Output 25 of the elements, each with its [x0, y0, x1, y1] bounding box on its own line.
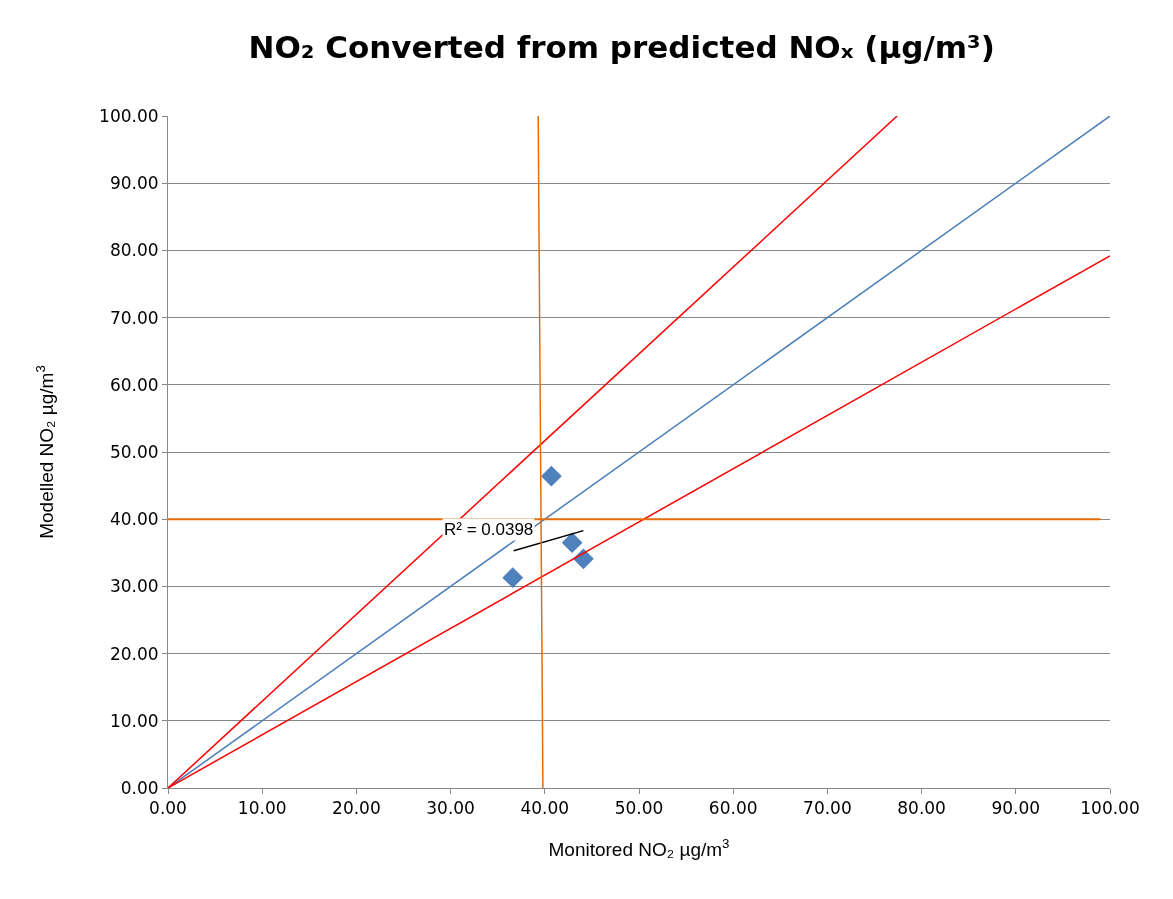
y-tick-label: 50.00 [109, 441, 159, 462]
x-tick-label: 10.00 [237, 798, 287, 819]
x-tick-label: 90.00 [991, 798, 1041, 819]
x-axis-title: Monitored NO₂ µg/m$^{3}$ [548, 836, 730, 861]
annotation: R² = 0.0398 [444, 520, 534, 539]
x-tick-label: 60.00 [708, 798, 758, 819]
y-tick-label: 30.00 [109, 576, 159, 597]
x-tick-label: 40.00 [520, 798, 570, 819]
y-tick-label: 0.00 [120, 777, 159, 798]
x-tick-label: 20.00 [332, 798, 381, 819]
y-tick-label: 10.00 [109, 710, 159, 731]
y-tick-label: 70.00 [109, 307, 159, 328]
x-tick-label: 50.00 [614, 798, 664, 819]
y-tick-label: 100.00 [99, 105, 159, 126]
x-tick-label: 70.00 [803, 798, 852, 819]
x-tick-label: 30.00 [426, 798, 475, 819]
x-tick-label: 0.00 [149, 798, 187, 819]
y-tick-label: 80.00 [109, 240, 159, 261]
chart-title: NO₂ Converted from predicted NOₓ (µg/m³) [248, 28, 995, 65]
y-tick-label: 90.00 [109, 173, 159, 194]
x-tick-label: 100.00 [1080, 798, 1140, 819]
x-tick-label: 80.00 [897, 798, 946, 819]
y-tick-label: 60.00 [109, 374, 159, 395]
y-tick-label: 20.00 [109, 643, 159, 664]
y-tick-label: 40.00 [109, 509, 159, 530]
